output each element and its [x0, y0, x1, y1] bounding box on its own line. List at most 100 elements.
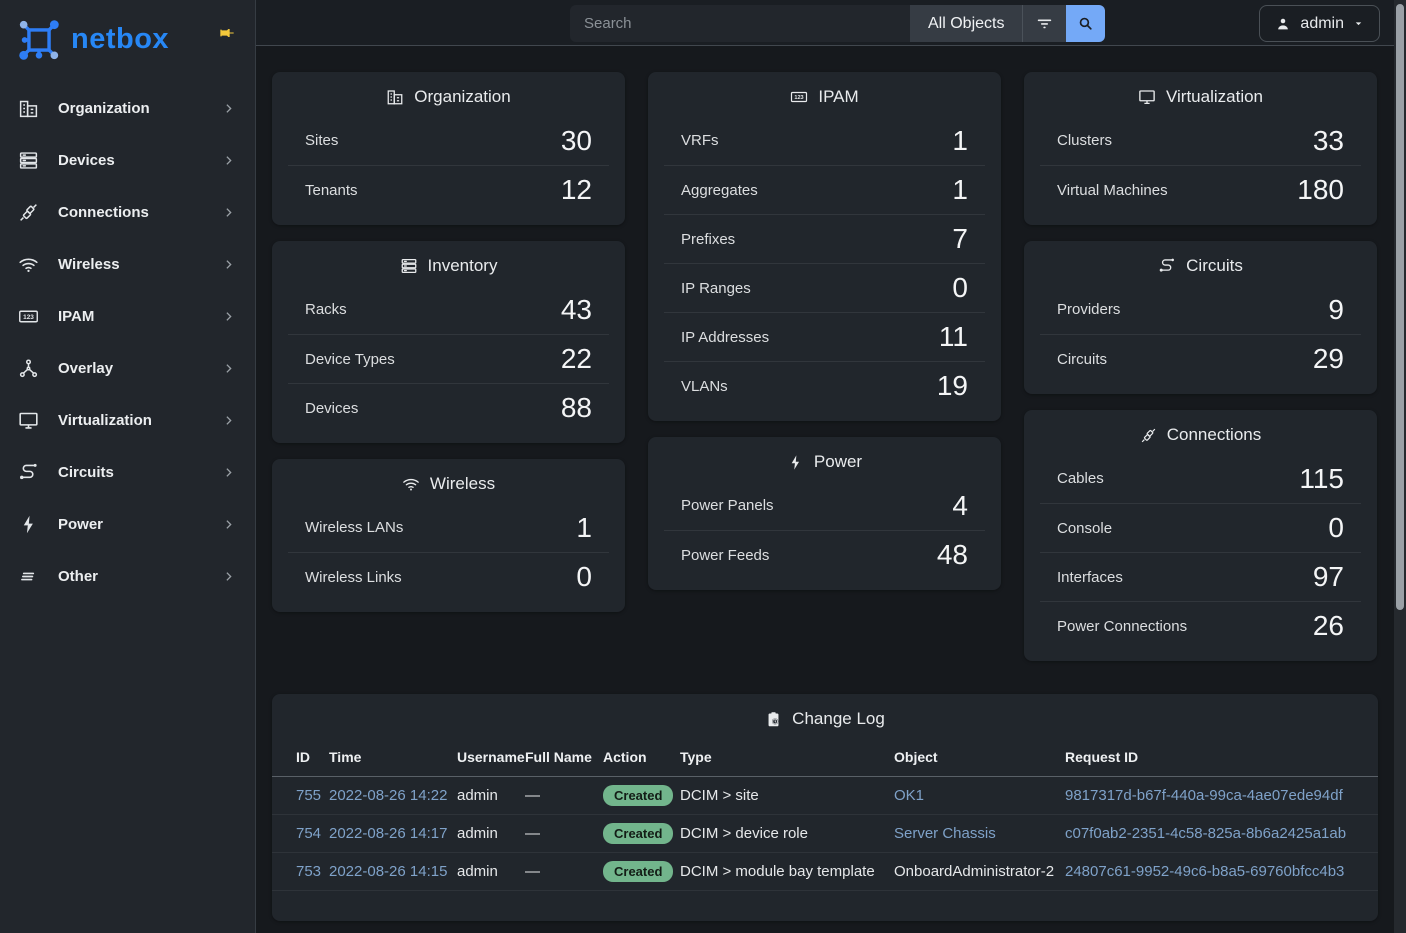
sidebar-item-circuits[interactable]: Circuits — [10, 450, 245, 494]
chevron-right-icon — [222, 310, 235, 323]
stat-row-clusters[interactable]: Clusters 33 — [1057, 124, 1344, 156]
sidebar-item-connections[interactable]: Connections — [10, 190, 245, 234]
stat-row-power-panels[interactable]: Power Panels 4 — [681, 489, 968, 521]
brand[interactable]: netbox — [0, 0, 255, 78]
changelog-id-link[interactable]: 754 — [296, 825, 322, 842]
stat-row-prefixes[interactable]: Prefixes 7 — [664, 214, 985, 263]
card-ipam: 123 IPAM VRFs 1 Aggregates 1 Prefixes 7 — [648, 72, 1001, 421]
sidebar-item-wireless[interactable]: Wireless — [10, 242, 245, 286]
changelog-id-link[interactable]: 755 — [296, 787, 322, 804]
scrollbar-track[interactable] — [1394, 0, 1406, 933]
card-title: Virtualization — [1024, 72, 1377, 116]
building-icon — [18, 97, 40, 119]
search-submit-button[interactable] — [1066, 5, 1106, 42]
stat-row-interfaces[interactable]: Interfaces 97 — [1040, 552, 1361, 601]
stat-row-power-feeds[interactable]: Power Feeds 48 — [664, 530, 985, 579]
changelog-time-link[interactable]: 2022-08-26 14:17 — [329, 825, 448, 842]
stat-row-providers[interactable]: Providers 9 — [1057, 293, 1344, 325]
card-organization: Organization Sites 30 Tenants 12 — [272, 72, 625, 225]
changelog-request-id-link[interactable]: 9817317d-b67f-440a-99ca-4ae07ede94df — [1065, 787, 1343, 804]
sidebar-item-devices[interactable]: Devices — [10, 138, 245, 182]
filter-button[interactable] — [1022, 5, 1067, 42]
changelog-type: DCIM > module bay template — [680, 852, 894, 891]
stat-row-console[interactable]: Console 0 — [1040, 503, 1361, 552]
changelog-full-name: — — [525, 852, 603, 891]
changelog-type: DCIM > site — [680, 776, 894, 815]
column-header-full-name: Full Name — [525, 743, 603, 777]
stat-row-device-types[interactable]: Device Types 22 — [288, 334, 609, 383]
chevron-right-icon — [222, 258, 235, 271]
stat-row-wireless-links[interactable]: Wireless Links 0 — [288, 552, 609, 601]
stat-row-circuits[interactable]: Circuits 29 — [1040, 334, 1361, 383]
lightning-icon — [18, 513, 40, 535]
card-virtualization: Virtualization Clusters 33 Virtual Machi… — [1024, 72, 1377, 225]
stat-row-tenants[interactable]: Tenants 12 — [288, 165, 609, 214]
changelog-request-id-link[interactable]: 24807c61-9952-49c6-b8a5-69760bfcc4b3 — [1065, 863, 1345, 880]
stat-row-power-connections[interactable]: Power Connections 26 — [1040, 601, 1361, 650]
transit-icon — [1158, 257, 1176, 275]
stat-row-devices[interactable]: Devices 88 — [288, 383, 609, 432]
scrollbar-thumb[interactable] — [1396, 4, 1404, 610]
column-header-request-id: Request ID — [1065, 743, 1378, 777]
chevron-right-icon — [222, 102, 235, 115]
card-title: Connections — [1024, 410, 1377, 454]
changelog-type: DCIM > device role — [680, 814, 894, 853]
stat-row-vlans[interactable]: VLANs 19 — [664, 361, 985, 410]
user-menu-button[interactable]: admin — [1259, 5, 1380, 42]
counter-icon: 123 — [790, 88, 808, 106]
svg-text:123: 123 — [795, 95, 804, 101]
card-title: Power — [648, 437, 1001, 481]
stat-row-vrfs[interactable]: VRFs 1 — [681, 124, 968, 156]
sidebar-item-other[interactable]: Other — [10, 554, 245, 598]
sidebar-item-virtualization[interactable]: Virtualization — [10, 398, 245, 442]
dashboard: Organization Sites 30 Tenants 12 — [256, 46, 1394, 933]
cable-icon — [1140, 427, 1157, 444]
sidebar-item-overlay[interactable]: Overlay — [10, 346, 245, 390]
dashboard-column-3: Virtualization Clusters 33 Virtual Machi… — [1024, 72, 1377, 661]
monitor-icon — [1138, 88, 1156, 106]
stat-row-racks[interactable]: Racks 43 — [305, 293, 592, 325]
changelog-object: OnboardAdministrator-2 — [894, 852, 1065, 891]
dashboard-column-1: Organization Sites 30 Tenants 12 — [272, 72, 625, 612]
changelog-time-link[interactable]: 2022-08-26 14:15 — [329, 863, 448, 880]
monitor-icon — [18, 409, 40, 431]
stat-row-ip-ranges[interactable]: IP Ranges 0 — [664, 263, 985, 312]
pin-icon[interactable] — [219, 25, 235, 41]
sidebar-item-power[interactable]: Power — [10, 502, 245, 546]
building-icon — [386, 88, 404, 106]
stat-row-sites[interactable]: Sites 30 — [305, 124, 592, 156]
card-title: Circuits — [1024, 241, 1377, 285]
stat-row-virtual-machines[interactable]: Virtual Machines 180 — [1040, 165, 1361, 214]
search-scope-dropdown[interactable]: All Objects — [910, 5, 1023, 42]
sidebar-item-ipam[interactable]: 123 IPAM — [10, 294, 245, 338]
chevron-right-icon — [222, 414, 235, 427]
chevron-right-icon — [222, 154, 235, 167]
chevron-right-icon — [222, 466, 235, 479]
table-row: 754 2022-08-26 14:17 admin — Created DCI… — [272, 814, 1378, 853]
stat-row-wireless-lans[interactable]: Wireless LANs 1 — [305, 511, 592, 543]
card-title: Wireless — [272, 459, 625, 503]
stat-row-aggregates[interactable]: Aggregates 1 — [664, 165, 985, 214]
changelog-time-link[interactable]: 2022-08-26 14:22 — [329, 787, 448, 804]
chevron-right-icon — [222, 518, 235, 531]
changelog-full-name: — — [525, 776, 603, 815]
changelog-id-link[interactable]: 753 — [296, 863, 322, 880]
wifi-icon — [402, 475, 420, 493]
status-badge: Created — [603, 861, 674, 882]
stat-row-cables[interactable]: Cables 115 — [1057, 462, 1344, 494]
sidebar-item-organization[interactable]: Organization — [10, 86, 245, 130]
search-input[interactable] — [570, 5, 910, 42]
column-header-username: Username — [457, 743, 525, 777]
search-group: All Objects — [570, 5, 1106, 42]
changelog-object-link[interactable]: OK1 — [894, 787, 925, 804]
stat-row-ip-addresses[interactable]: IP Addresses 11 — [664, 312, 985, 361]
search-icon — [1077, 15, 1094, 32]
transit-icon — [18, 461, 40, 483]
server-icon — [400, 257, 418, 275]
changelog-object-link[interactable]: Server Chassis — [894, 825, 996, 842]
changelog-full-name: — — [525, 814, 603, 853]
lightning-icon — [787, 454, 804, 471]
lines-icon — [18, 565, 40, 587]
chevron-right-icon — [222, 570, 235, 583]
changelog-request-id-link[interactable]: c07f0ab2-2351-4c58-825a-8b6a2425a1ab — [1065, 825, 1347, 842]
